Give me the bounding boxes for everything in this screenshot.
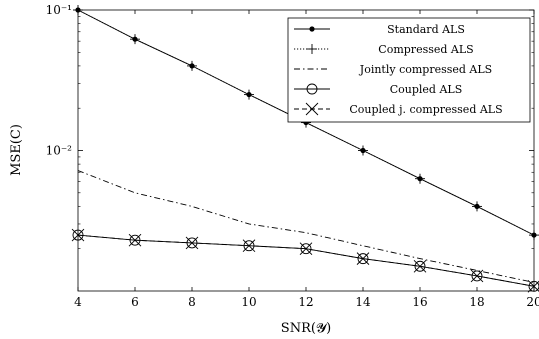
x-tick-label: 6 <box>131 295 139 309</box>
legend: Standard ALS Compressed ALS Jointly compre… <box>287 17 531 123</box>
legend-label: Compressed ALS <box>378 43 473 56</box>
legend-box <box>287 17 531 123</box>
x-tick-label: 14 <box>355 295 371 309</box>
data-point <box>471 270 483 282</box>
data-point <box>242 239 256 253</box>
data-point <box>357 253 369 265</box>
data-point <box>71 228 85 242</box>
legend-item: Coupled j. compressed ALS <box>294 102 503 116</box>
legend-item: Standard ALS <box>294 23 465 36</box>
y-tick-label: 10⁻¹ <box>46 3 72 17</box>
legend-label: Standard ALS <box>387 23 465 36</box>
series-1 <box>73 5 539 241</box>
data-point <box>186 237 198 249</box>
data-point <box>470 269 484 283</box>
series-line <box>77 234 535 287</box>
series-3 <box>72 229 539 292</box>
data-point <box>528 280 539 292</box>
data-point <box>356 252 370 265</box>
legend-label: Coupled ALS <box>390 83 463 96</box>
legend-item: Jointly compressed ALS <box>294 63 492 76</box>
data-point <box>527 279 539 293</box>
legend-item: Compressed ALS <box>294 43 474 56</box>
x-tick-label: 16 <box>412 295 427 309</box>
series-4 <box>71 228 539 293</box>
data-point <box>244 89 254 100</box>
y-tick-label: 10⁻² <box>46 144 73 158</box>
legend-marker <box>307 44 317 54</box>
x-tick-label: 18 <box>469 295 484 309</box>
x-tick-label: 20 <box>526 295 539 309</box>
series-2 <box>77 170 535 283</box>
data-point <box>529 230 539 241</box>
data-point <box>358 145 368 156</box>
data-point <box>415 173 425 184</box>
data-point <box>300 243 312 255</box>
data-point <box>128 233 142 247</box>
x-tick-label: 10 <box>241 295 256 309</box>
legend-label: Jointly compressed ALS <box>359 63 492 76</box>
legend-item: Coupled ALS <box>294 83 462 96</box>
legend-label: Coupled j. compressed ALS <box>349 103 502 116</box>
data-point <box>130 34 140 45</box>
x-tick-label: 12 <box>298 295 313 309</box>
x-tick-label: 8 <box>188 295 196 309</box>
data-point <box>187 60 197 71</box>
data-point <box>73 5 83 15</box>
legend-marker <box>305 102 319 116</box>
data-point <box>472 201 482 212</box>
y-axis-label: MSE(C) <box>9 124 24 176</box>
series-line <box>77 234 535 287</box>
data-point <box>299 242 313 256</box>
data-point <box>413 259 427 273</box>
data-point <box>414 260 426 272</box>
series-line <box>77 9 535 236</box>
legend-marker <box>309 26 315 32</box>
x-tick-label: 4 <box>74 295 82 309</box>
legend-marker <box>306 83 318 95</box>
data-point <box>185 236 199 250</box>
x-axis-label: SNR(𝓨) <box>281 321 331 336</box>
series-line <box>77 170 535 283</box>
